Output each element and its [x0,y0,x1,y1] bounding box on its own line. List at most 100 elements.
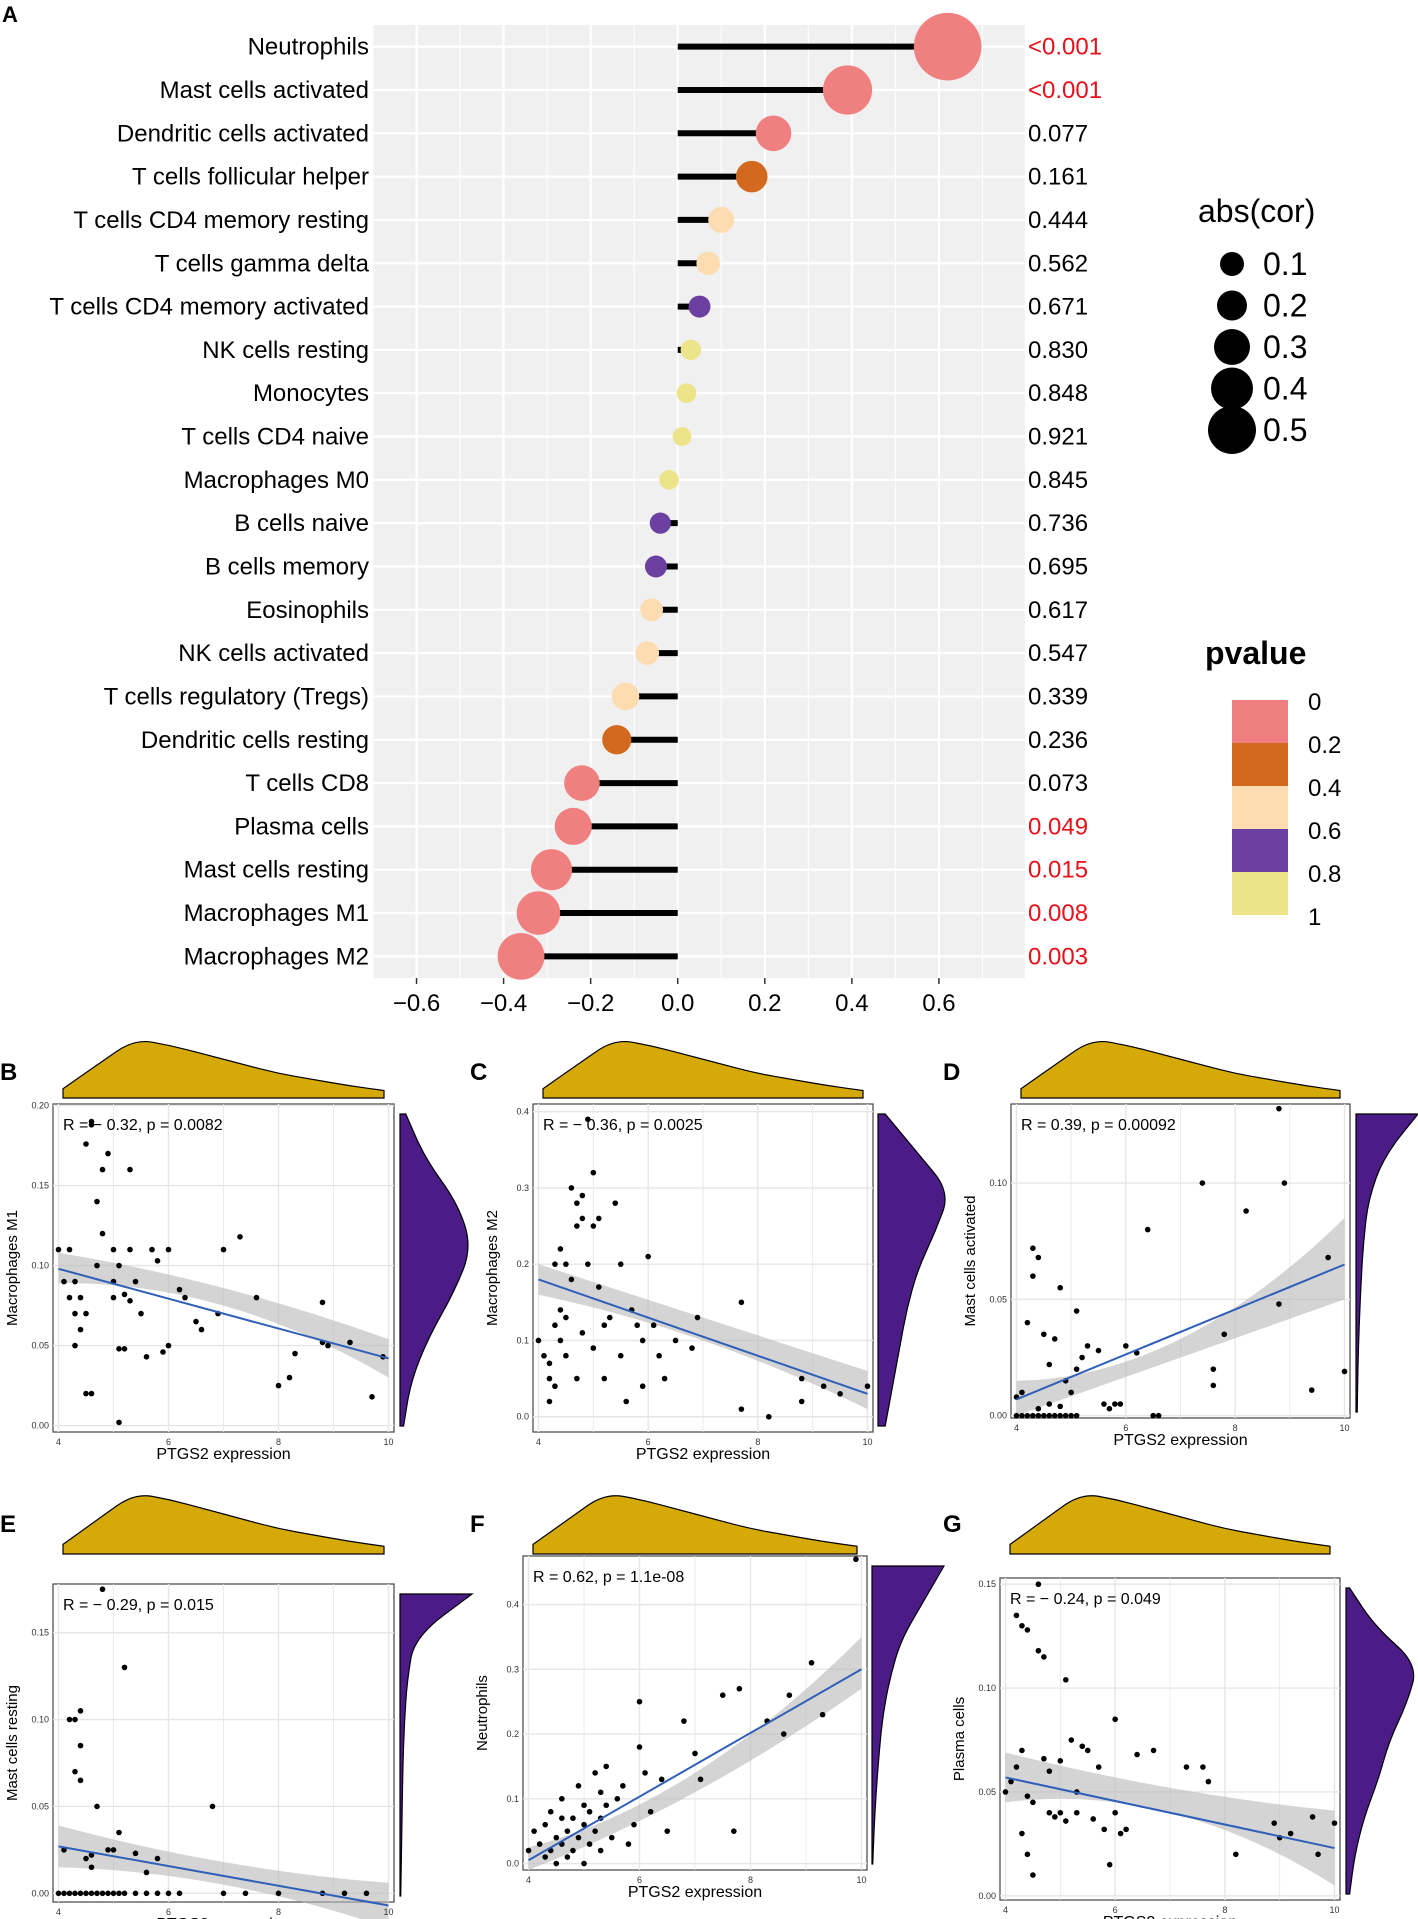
data-point [1200,1764,1206,1770]
size-legend-dot [1211,367,1253,410]
data-point [1019,1389,1025,1396]
data-point [597,1789,604,1796]
y-tick-label: 0.3 [516,1183,529,1193]
data-point [612,1200,619,1206]
data-point [547,1808,554,1815]
data-point [209,1803,216,1810]
data-point [138,1310,144,1317]
x-tick-label: 6 [166,1907,171,1917]
pvalue-label: 0.236 [1028,727,1088,754]
data-point [592,1770,598,1776]
data-point [1002,1789,1009,1795]
data-point [1123,1826,1129,1833]
annotation-p: p = 1.1e-08 [603,1569,685,1586]
pvalue-label: 0.830 [1028,337,1088,364]
data-point [1041,1654,1047,1660]
data-point [127,1166,133,1173]
color-legend-swatch [1232,829,1288,872]
data-point [658,1776,665,1783]
data-point [738,1406,745,1412]
data-point [786,1692,793,1698]
pvalue-label: 0.049 [1028,813,1088,840]
color-legend-label: 0.4 [1308,775,1341,802]
category-label: Neutrophils [248,34,369,61]
data-point [575,1834,582,1841]
marginal-density-top [62,1041,385,1099]
data-point [1008,1778,1014,1785]
x-axis-label: PTGS2 expression [1103,1914,1237,1919]
data-point [738,1299,745,1306]
panel-label-a: A [2,2,18,27]
size-legend-label: 0.2 [1263,288,1307,324]
category-label: Mast cells activated [160,77,369,104]
regression-line [1016,1263,1345,1401]
category-label: T cells CD4 memory resting [73,207,369,234]
data-point [541,1352,547,1359]
y-tick-label: 0.4 [516,1107,529,1117]
data-point [83,1390,89,1397]
category-label: B cells memory [205,553,369,580]
data-point [1123,1343,1129,1349]
x-tick-label: 6 [1123,1423,1128,1433]
lollipop-dot [688,295,711,318]
lollipop-dot [735,160,768,193]
category-label: Monocytes [253,380,369,407]
data-point [603,1802,610,1809]
data-point [1325,1254,1331,1261]
panel-a-lollipop-chart: A −0.6 −0.4 −0.2 0.0 0.2 0.4 0.6 Neutrophils <0.0… [2,2,1102,1017]
data-point [77,1890,84,1897]
data-point [83,1855,89,1862]
data-point [639,1337,646,1344]
data-point [1073,1366,1080,1372]
data-point [1019,1622,1025,1629]
lollipop-dot [913,12,982,81]
x-tick-label: 0.2 [748,990,781,1017]
data-point [1073,1809,1080,1816]
data-point [275,1890,282,1897]
y-tick-label: 0.00 [31,1421,49,1431]
size-legend-label: 0.1 [1263,246,1307,282]
x-tick-label: −0.6 [393,990,440,1017]
data-point [608,1834,615,1841]
pvalue-label: 0.736 [1028,510,1088,537]
y-axis-label: Plasma cells [951,1697,968,1781]
category-label: T cells CD4 naive [181,424,369,451]
data-point [1024,1851,1031,1858]
data-point [596,1284,602,1290]
category-label: Plasma cells [234,813,369,840]
annotation-p: p = 0.0025 [627,1117,703,1134]
data-point [72,1716,78,1723]
category-label: T cells CD4 memory activated [49,294,369,321]
category-label: Dendritic cells resting [141,727,369,754]
data-point [731,1828,737,1834]
data-point [121,1346,128,1352]
data-point [553,1860,560,1867]
data-point [319,1299,326,1306]
regression-line [528,1668,862,1862]
data-point [105,1890,111,1897]
size-legend-dot [1217,290,1247,321]
pvalue-label: 0.015 [1028,857,1088,884]
data-point [83,1141,89,1147]
data-point [634,1322,640,1329]
data-point [1035,1405,1042,1412]
data-point [617,1261,624,1267]
x-tick-label: 6 [1113,1905,1118,1915]
panel-label-c: C [470,1059,487,1086]
data-point [542,1821,548,1828]
data-point [220,1246,227,1253]
data-point [1013,1612,1020,1619]
color-legend-label: 0 [1308,689,1321,716]
data-point [154,1890,161,1897]
data-point [819,1711,826,1718]
correlation-annotation: R = − 0.36, p = 0.0025 [543,1117,703,1134]
data-point [1243,1208,1249,1214]
lollipop-dot [644,555,667,578]
data-point [1041,1331,1047,1338]
size-legend-label: 0.5 [1263,412,1307,448]
data-point [77,1742,84,1749]
lollipop-dot [516,891,561,935]
x-axis-label: PTGS2 expression [156,1916,290,1919]
x-tick-label: 8 [276,1437,281,1447]
color-legend-swatch [1232,786,1288,829]
